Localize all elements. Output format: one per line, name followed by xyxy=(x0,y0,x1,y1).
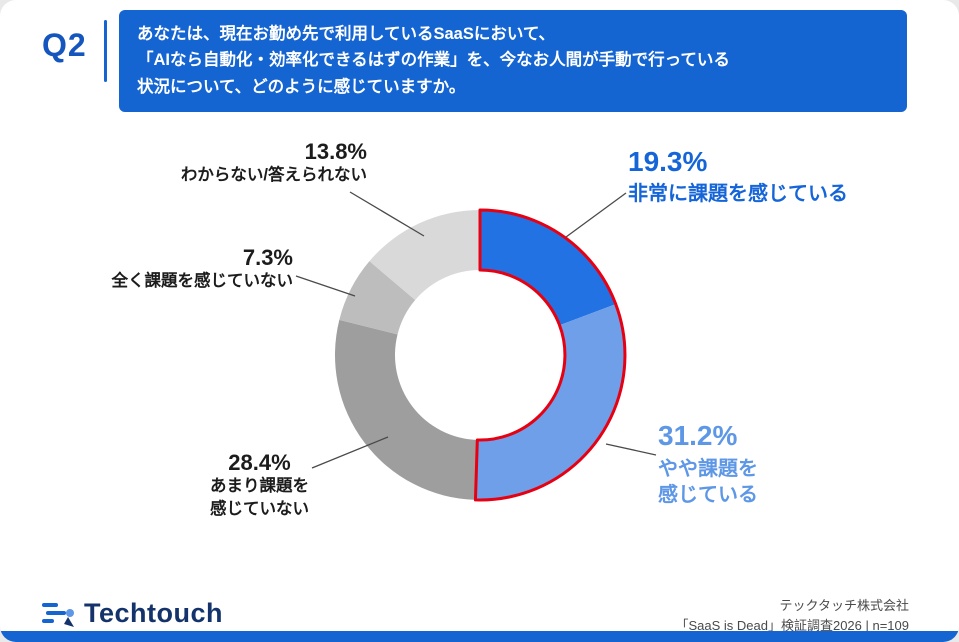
callout-mattaku-label: 全く課題を感じていない xyxy=(111,272,294,291)
callout-mattaku-pct: 7.3% xyxy=(242,245,293,270)
question-banner: あなたは、現在お勤め先で利用しているSaaSにおいて、 「AIなら自動化・効率化… xyxy=(119,10,907,113)
callout-yaya: 31.2% やや課題を 感じている xyxy=(658,420,758,508)
callout-yaya-pct: 31.2% xyxy=(658,420,738,451)
callout-yaya-label: やや課題を 感じている xyxy=(658,458,758,507)
question-line-3: 状況について、どのように感じていますか。 xyxy=(137,77,466,96)
techtouch-logo-text: Techtouch xyxy=(84,598,223,628)
question-separator xyxy=(104,20,107,82)
callout-hijouni-label: 非常に課題を感じている xyxy=(628,183,848,206)
donut-segment-2 xyxy=(334,319,478,500)
source-company: テックタッチ株式会社 xyxy=(779,598,909,613)
donut-segment-0 xyxy=(480,210,616,326)
question-line-2: 「AIなら自動化・効率化できるはずの作業」を、今なお人間が手動で行っている xyxy=(137,51,730,70)
bottom-accent-bar xyxy=(0,631,959,642)
donut-chart xyxy=(330,205,630,505)
callout-wakaranai: 13.8% わからない/答えられない xyxy=(181,139,367,187)
callout-hijouni-pct: 19.3% xyxy=(628,146,708,177)
techtouch-logo: Techtouch xyxy=(40,598,223,629)
source-note: テックタッチ株式会社 「SaaS is Dead」検証調査2026 | n=10… xyxy=(675,596,909,636)
source-survey: 「SaaS is Dead」検証調査2026 | n=109 xyxy=(675,618,909,634)
callout-amari: 28.4% あまり課題を 感じていない xyxy=(210,450,309,520)
highlight-outline xyxy=(473,208,627,502)
callout-amari-label: あまり課題を 感じていない xyxy=(210,477,309,518)
donut-segment-3 xyxy=(339,261,416,335)
callout-amari-pct: 28.4% xyxy=(228,450,291,475)
callout-wakaranai-pct: 13.8% xyxy=(304,139,367,164)
donut-svg xyxy=(334,208,627,502)
callout-hijouni: 19.3% 非常に課題を感じている xyxy=(628,146,848,207)
callout-wakaranai-label: わからない/答えられない xyxy=(180,166,367,185)
donut-segment-4 xyxy=(369,210,480,300)
question-number: Q2 xyxy=(42,27,87,63)
techtouch-logo-icon xyxy=(42,602,74,627)
question-line-1: あなたは、現在お勤め先で利用しているSaaSにおいて、 xyxy=(137,25,556,43)
callout-mattaku: 7.3% 全く課題を感じていない xyxy=(112,245,294,293)
